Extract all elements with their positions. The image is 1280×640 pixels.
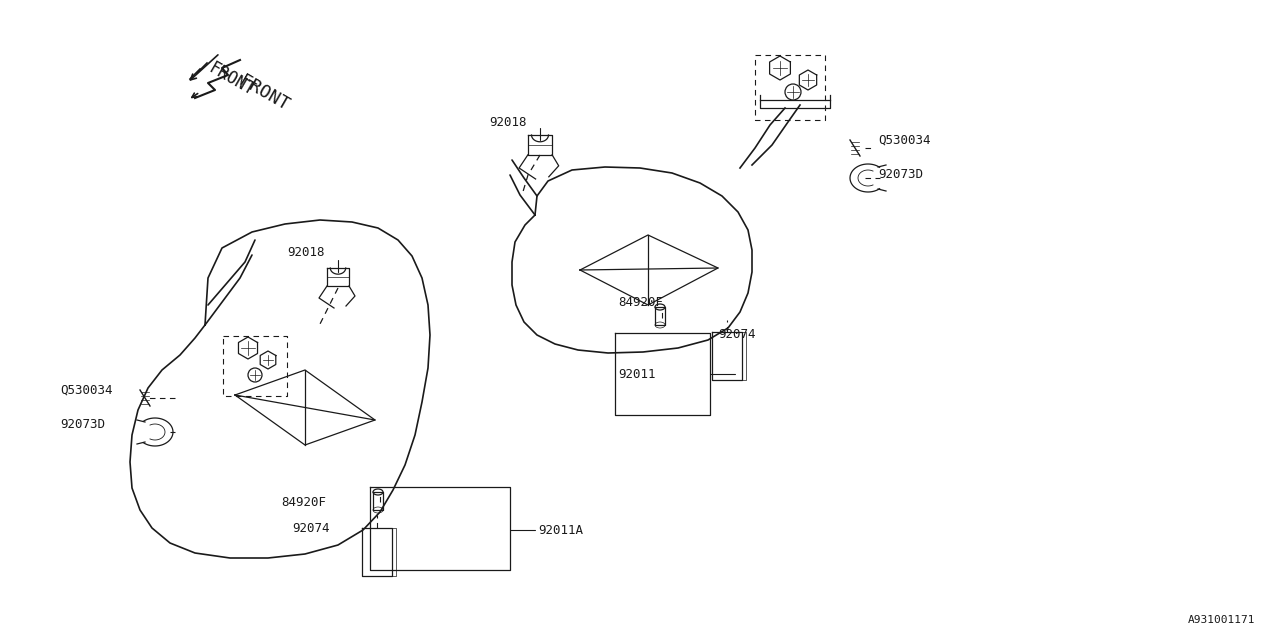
Text: Q530034: Q530034 bbox=[60, 383, 113, 397]
Text: 92018: 92018 bbox=[489, 115, 527, 129]
Text: 92073D: 92073D bbox=[60, 419, 105, 431]
Text: 92011A: 92011A bbox=[538, 524, 582, 536]
Text: 92073D: 92073D bbox=[878, 168, 923, 182]
Text: 84920F: 84920F bbox=[618, 296, 663, 308]
Text: 92011: 92011 bbox=[618, 369, 655, 381]
Text: FRONT: FRONT bbox=[206, 60, 257, 100]
Text: 92074: 92074 bbox=[293, 522, 330, 534]
Text: 84920F: 84920F bbox=[282, 495, 326, 509]
Text: 92074: 92074 bbox=[718, 328, 755, 342]
Text: A931001171: A931001171 bbox=[1188, 615, 1254, 625]
Text: FRONT: FRONT bbox=[236, 72, 292, 115]
Text: 92018: 92018 bbox=[287, 246, 325, 259]
Text: Q530034: Q530034 bbox=[878, 134, 931, 147]
